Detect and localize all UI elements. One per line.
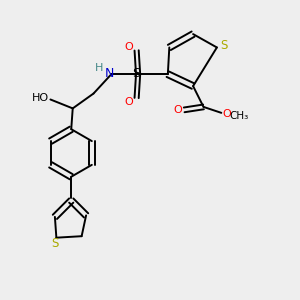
Text: CH₃: CH₃ (230, 111, 249, 121)
Text: H: H (95, 63, 104, 73)
Text: S: S (51, 236, 58, 250)
Text: O: O (125, 97, 134, 106)
Text: O: O (125, 42, 134, 52)
Text: O: O (173, 105, 182, 115)
Text: O: O (222, 109, 231, 119)
Text: N: N (105, 67, 115, 80)
Text: HO: HO (32, 93, 49, 103)
Text: S: S (132, 67, 140, 80)
Text: S: S (220, 39, 228, 52)
